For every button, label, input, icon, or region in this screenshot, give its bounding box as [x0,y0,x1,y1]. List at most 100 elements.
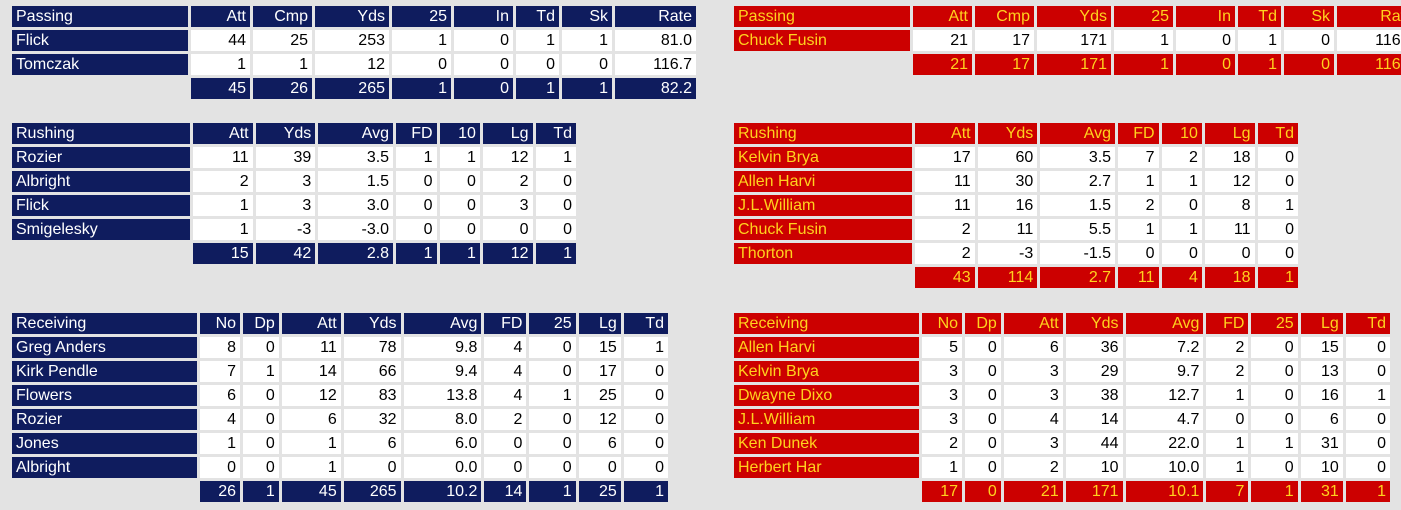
stat-cell: 3 [1003,433,1063,454]
total-cell: 1 [562,78,612,99]
total-cell: 1 [1257,267,1298,288]
stat-cell: 22.0 [1125,433,1204,454]
stat-cell: 0 [529,409,576,430]
stat-cell: 3 [255,171,316,192]
total-cell: 114 [977,267,1038,288]
stat-cell: -3 [977,243,1038,264]
stat-cell: 2 [922,433,963,454]
player-name: Jones [12,433,198,454]
category-title: Passing [12,6,188,27]
total-cell: 1 [1251,481,1298,502]
column-header: FD [1206,313,1249,334]
player-row: Rozier 4 0 6 32 8.0 2 0 12 0 [12,409,668,430]
stat-cell: 3 [1003,385,1063,406]
stat-cell: 4 [1003,409,1063,430]
stat-cell: 9.7 [1125,361,1204,382]
stat-cell: 8 [1204,195,1255,216]
column-header: FD [1118,123,1159,144]
stat-cell: 6 [343,433,401,454]
column-header: Yds [977,123,1038,144]
stat-cell: 11 [914,171,975,192]
stat-cell: 4 [484,361,527,382]
total-cell: 1 [1238,54,1281,75]
total-cell: 12 [482,243,533,264]
column-header: Lg [1204,123,1255,144]
stat-cell: 1 [253,54,312,75]
total-cell: 116.5 [1337,54,1401,75]
stat-cell: 0 [623,361,668,382]
column-header: 25 [1251,313,1298,334]
column-header: Att [191,6,250,27]
total-cell: 171 [1037,54,1111,75]
total-cell: 10.1 [1125,481,1204,502]
stat-cell: -3.0 [318,219,394,240]
total-cell: 45 [191,78,250,99]
stat-cell: 17 [914,147,975,168]
stat-cell: 171 [1037,30,1111,51]
total-cell: 1 [1114,54,1173,75]
stat-cell: 17 [975,30,1034,51]
stat-cell: 30 [977,171,1038,192]
stat-cell: 17 [578,361,621,382]
total-cell: 1 [623,481,668,502]
stat-cell: 0 [1204,243,1255,264]
total-cell: 21 [1003,481,1063,502]
stat-cell: -3 [255,219,316,240]
column-header: Yds [255,123,316,144]
column-header: Lg [1300,313,1343,334]
stat-cell: 2 [482,171,533,192]
stat-cell: 13.8 [403,385,482,406]
stat-cell: 0 [243,457,279,478]
stat-cell: 16 [977,195,1038,216]
stat-cell: 1.5 [318,171,394,192]
total-cell: 171 [1065,481,1123,502]
stat-cell: 7 [200,361,241,382]
header-row: Rushing Att Yds Avg FD 10 Lg Td [734,123,1298,144]
stat-cell: 2 [1206,337,1249,358]
total-cell: 265 [315,78,389,99]
total-cell: 0 [1176,54,1235,75]
stat-cell: 1 [623,337,668,358]
stat-cell: 6.0 [403,433,482,454]
stat-cell: 3 [922,385,963,406]
stat-cell: 0 [243,409,279,430]
stat-cell: 8 [200,337,241,358]
player-name: Smigelesky [12,219,190,240]
stat-cell: 32 [343,409,401,430]
player-name: Dwayne Dixo [734,385,920,406]
stat-cell: 0 [623,457,668,478]
total-cell: 17 [975,54,1034,75]
stat-cell: 0 [529,457,576,478]
column-header: Avg [1040,123,1116,144]
player-name: Greg Anders [12,337,198,358]
totals-row: 43 114 2.7 11 4 18 1 [734,267,1298,288]
stat-cell: 0 [1251,337,1298,358]
total-cell: 25 [578,481,621,502]
column-header: 10 [439,123,480,144]
player-name: Tomczak [12,54,188,75]
stat-cell: 11 [914,195,975,216]
stat-cell: 0 [623,409,668,430]
stat-cell: 253 [315,30,389,51]
stat-cell: 11 [977,219,1038,240]
stat-cell: 0 [965,433,1001,454]
stat-cell: 3 [482,195,533,216]
stat-cell: 1 [1206,433,1249,454]
player-name: Albright [12,457,198,478]
column-header: Yds [1065,313,1123,334]
stat-cell: 10 [1065,457,1123,478]
player-row: Albright 0 0 1 0 0.0 0 0 0 0 [12,457,668,478]
total-cell: 18 [1204,267,1255,288]
stat-cell: 1 [1118,171,1159,192]
player-name: Chuck Fusin [734,219,912,240]
stat-cell: 2 [1206,361,1249,382]
stat-cell: -1.5 [1040,243,1116,264]
total-cell: 26 [200,481,241,502]
stat-cell: 2 [914,243,975,264]
stat-cell: 6 [200,385,241,406]
stat-cell: 0 [1257,219,1298,240]
column-header: 10 [1161,123,1202,144]
